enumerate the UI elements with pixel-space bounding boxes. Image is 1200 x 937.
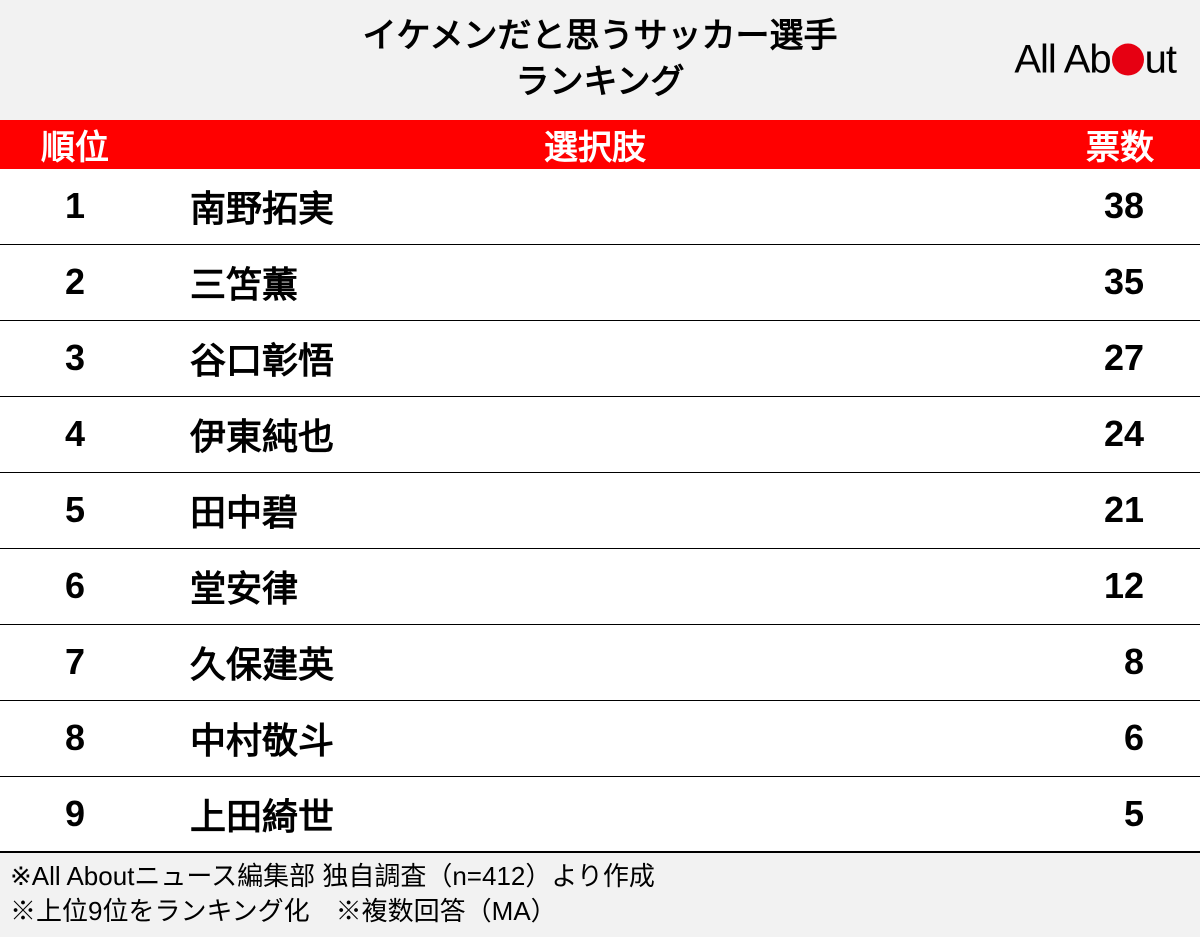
cell-votes: 12 — [1040, 565, 1200, 607]
table-body: 1南野拓実382三笘薫353谷口彰悟274伊東純也245田中碧216堂安律127… — [0, 169, 1200, 853]
cell-name: 久保建英 — [150, 636, 1040, 688]
table-row: 7久保建英8 — [0, 625, 1200, 701]
cell-name: 南野拓実 — [150, 180, 1040, 232]
cell-rank: 9 — [0, 793, 150, 835]
cell-votes: 38 — [1040, 185, 1200, 227]
cell-name: 谷口彰悟 — [150, 332, 1040, 384]
cell-name: 三笘薫 — [150, 256, 1040, 308]
cell-rank: 6 — [0, 565, 150, 607]
footer-line-2: ※上位9位をランキング化 ※複数回答（MA） — [10, 894, 1190, 929]
table-row: 8中村敬斗6 — [0, 701, 1200, 777]
cell-name: 中村敬斗 — [150, 712, 1040, 764]
footer-line-1: ※All Aboutニュース編集部 独自調査（n=412）より作成 — [10, 859, 1190, 894]
title-bar: イケメンだと思うサッカー選手 ランキング All Ab ut — [0, 0, 1200, 120]
cell-rank: 1 — [0, 185, 150, 227]
cell-rank: 4 — [0, 413, 150, 455]
logo-text-after: ut — [1145, 37, 1176, 82]
table-row: 6堂安律12 — [0, 549, 1200, 625]
table-row: 4伊東純也24 — [0, 397, 1200, 473]
cell-rank: 7 — [0, 641, 150, 683]
cell-name: 上田綺世 — [150, 788, 1040, 840]
logo-text-before: All Ab — [1014, 37, 1110, 82]
cell-votes: 35 — [1040, 261, 1200, 303]
cell-rank: 5 — [0, 489, 150, 531]
cell-rank: 8 — [0, 717, 150, 759]
header-rank: 順位 — [0, 120, 150, 169]
logo-dot-icon — [1112, 44, 1144, 76]
cell-name: 田中碧 — [150, 484, 1040, 536]
table-row: 2三笘薫35 — [0, 245, 1200, 321]
header-name: 選択肢 — [150, 120, 1040, 169]
cell-name: 伊東純也 — [150, 408, 1040, 460]
cell-votes: 21 — [1040, 489, 1200, 531]
table-header: 順位 選択肢 票数 — [0, 120, 1200, 169]
table-row: 1南野拓実38 — [0, 169, 1200, 245]
cell-votes: 24 — [1040, 413, 1200, 455]
footer-notes: ※All Aboutニュース編集部 独自調査（n=412）より作成 ※上位9位を… — [0, 853, 1200, 937]
ranking-container: イケメンだと思うサッカー選手 ランキング All Ab ut 順位 選択肢 票数… — [0, 0, 1200, 921]
cell-name: 堂安律 — [150, 560, 1040, 612]
cell-votes: 6 — [1040, 717, 1200, 759]
table-row: 3谷口彰悟27 — [0, 321, 1200, 397]
cell-votes: 5 — [1040, 793, 1200, 835]
cell-votes: 8 — [1040, 641, 1200, 683]
table-row: 5田中碧21 — [0, 473, 1200, 549]
table-row: 9上田綺世5 — [0, 777, 1200, 853]
cell-rank: 2 — [0, 261, 150, 303]
cell-rank: 3 — [0, 337, 150, 379]
cell-votes: 27 — [1040, 337, 1200, 379]
header-votes: 票数 — [1040, 120, 1200, 169]
allabout-logo: All Ab ut — [1014, 37, 1176, 82]
